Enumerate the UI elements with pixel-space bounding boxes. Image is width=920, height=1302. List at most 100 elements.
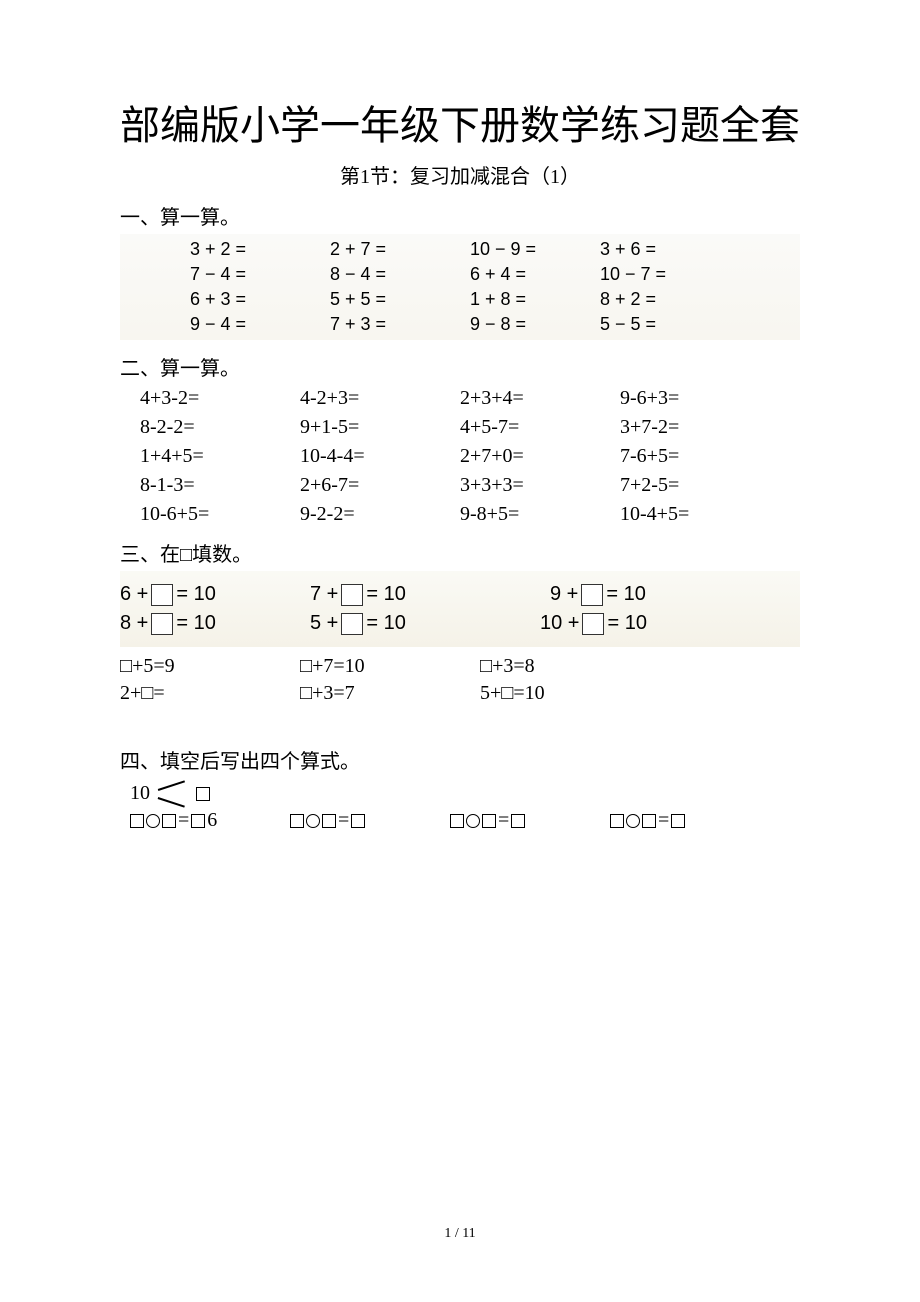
- section3-heading: 三、在□填数。: [120, 538, 800, 567]
- blank-box[interactable]: [341, 613, 363, 635]
- table-row: 2+□= □+3=7 5+□=10: [120, 682, 800, 705]
- cell: 10 − 9 =: [470, 239, 600, 260]
- blank-box[interactable]: [642, 814, 656, 828]
- main-title: 部编版小学一年级下册数学练习题全套: [120, 100, 800, 152]
- cell: 4+3-2=: [140, 387, 300, 410]
- cell: 7 + = 10: [310, 583, 510, 606]
- cell: 9-6+3=: [620, 387, 780, 410]
- section4-content: 10 = 6 = = =: [120, 782, 800, 832]
- extra-text: 6: [207, 809, 217, 832]
- cell: 9 − 8 =: [470, 314, 600, 335]
- blank-box[interactable]: [482, 814, 496, 828]
- blank-box[interactable]: [322, 814, 336, 828]
- table-row: 8-1-3= 2+6-7= 3+3+3= 7+2-5=: [120, 474, 800, 497]
- subtitle: 第1节：复习加减混合（1）: [120, 160, 800, 189]
- blank-box[interactable]: [290, 814, 304, 828]
- cell: □+3=7: [300, 682, 480, 705]
- cell: 8 + 2 =: [600, 289, 720, 310]
- cell-post: = 10: [176, 583, 215, 606]
- cell: 4-2+3=: [300, 387, 460, 410]
- table-row: 8-2-2= 9+1-5= 4+5-7= 3+7-2=: [120, 416, 800, 439]
- cell: 2 + 7 =: [330, 239, 470, 260]
- cell: 10-4-4=: [300, 445, 460, 468]
- cell: 2+6-7=: [300, 474, 460, 497]
- cell-post: = 10: [366, 583, 405, 606]
- cell: 5 − 5 =: [600, 314, 720, 335]
- blank-box[interactable]: [151, 584, 173, 606]
- cell: □+7=10: [300, 655, 480, 678]
- cell-pre: 8 +: [120, 612, 148, 635]
- blank-box[interactable]: [351, 814, 365, 828]
- cell: □+5=9: [120, 655, 300, 678]
- cell: 8-1-3=: [140, 474, 300, 497]
- cell: 2+□=: [120, 682, 300, 705]
- cell-pre: 9 +: [550, 583, 578, 606]
- cell-post: = 10: [176, 612, 215, 635]
- section1-grid: 3 + 2 = 2 + 7 = 10 − 9 = 3 + 6 = 7 − 4 =…: [120, 234, 800, 340]
- cell: 9 += 10: [510, 583, 710, 606]
- blank-circle[interactable]: [306, 814, 320, 828]
- equation-row: = 6 = = =: [130, 809, 800, 832]
- blank-box[interactable]: [191, 814, 205, 828]
- cell: 4+5-7=: [460, 416, 620, 439]
- equals-text: =: [498, 809, 509, 832]
- cell: 10-6+5=: [140, 503, 300, 526]
- section3-top-grid: 6 += 10 7 += 10 9 += 10 8 += 10 5 += 10 …: [120, 571, 800, 647]
- cell: 5 + 5 =: [330, 289, 470, 310]
- cell: 7+2-5=: [620, 474, 780, 497]
- equation-cell: =: [290, 809, 450, 832]
- blank-box[interactable]: [151, 613, 173, 635]
- cell: 8 − 4 =: [330, 264, 470, 285]
- cell-post: = 10: [607, 612, 646, 635]
- cell: 1 + 8 =: [470, 289, 600, 310]
- blank-box[interactable]: [581, 584, 603, 606]
- blank-box[interactable]: [511, 814, 525, 828]
- section4-heading: 四、填空后写出四个算式。: [120, 745, 800, 774]
- cell: 10-4+5=: [620, 503, 780, 526]
- blank-box[interactable]: [196, 787, 210, 801]
- equation-cell: =: [450, 809, 610, 832]
- cell-pre: 10 +: [540, 612, 579, 635]
- cell: 7 + 3 =: [330, 314, 470, 335]
- cell: 9-8+5=: [460, 503, 620, 526]
- equation-cell: = 6: [130, 809, 290, 832]
- equals-text: =: [178, 809, 189, 832]
- cell: 8 + = 10: [120, 612, 310, 635]
- blank-box[interactable]: [610, 814, 624, 828]
- table-row: □+5=9 □+7=10 □+3=8: [120, 655, 800, 678]
- cell: 5+□=10: [480, 682, 660, 705]
- cell-pre: 6 +: [120, 583, 148, 606]
- table-row: 7 − 4 = 8 − 4 = 6 + 4 = 10 − 7 =: [120, 264, 800, 285]
- blank-circle[interactable]: [466, 814, 480, 828]
- blank-box[interactable]: [130, 814, 144, 828]
- cell: 6 + = 10: [120, 583, 310, 606]
- blank-box[interactable]: [341, 584, 363, 606]
- table-row: 6 + 3 = 5 + 5 = 1 + 8 = 8 + 2 =: [120, 289, 800, 310]
- blank-circle[interactable]: [146, 814, 160, 828]
- cell: 9-2-2=: [300, 503, 460, 526]
- table-row: 9 − 4 = 7 + 3 = 9 − 8 = 5 − 5 =: [120, 314, 800, 335]
- blank-box[interactable]: [671, 814, 685, 828]
- cell: 10 + = 10: [510, 612, 710, 635]
- cell-pre: 7 +: [310, 583, 338, 606]
- cell: 6 + 3 =: [190, 289, 330, 310]
- table-row: 4+3-2= 4-2+3= 2+3+4= 9-6+3=: [120, 387, 800, 410]
- cell: 3 + 2 =: [190, 239, 330, 260]
- section3-bottom-grid: □+5=9 □+7=10 □+3=8 2+□= □+3=7 5+□=10: [120, 655, 800, 705]
- cell: 6 + 4 =: [470, 264, 600, 285]
- number-split: 10: [130, 782, 800, 805]
- blank-circle[interactable]: [626, 814, 640, 828]
- blank-box[interactable]: [450, 814, 464, 828]
- split-number: 10: [130, 782, 150, 805]
- cell: □+3=8: [480, 655, 660, 678]
- cell: 9 − 4 =: [190, 314, 330, 335]
- blank-box[interactable]: [582, 613, 604, 635]
- blank-box[interactable]: [162, 814, 176, 828]
- cell: 8-2-2=: [140, 416, 300, 439]
- cell: 1+4+5=: [140, 445, 300, 468]
- section2-grid: 4+3-2= 4-2+3= 2+3+4= 9-6+3= 8-2-2= 9+1-5…: [120, 387, 800, 526]
- cell: 10 − 7 =: [600, 264, 720, 285]
- cell: 7-6+5=: [620, 445, 780, 468]
- cell: 5 += 10: [310, 612, 510, 635]
- table-row: 8 + = 10 5 += 10 10 + = 10: [120, 612, 800, 635]
